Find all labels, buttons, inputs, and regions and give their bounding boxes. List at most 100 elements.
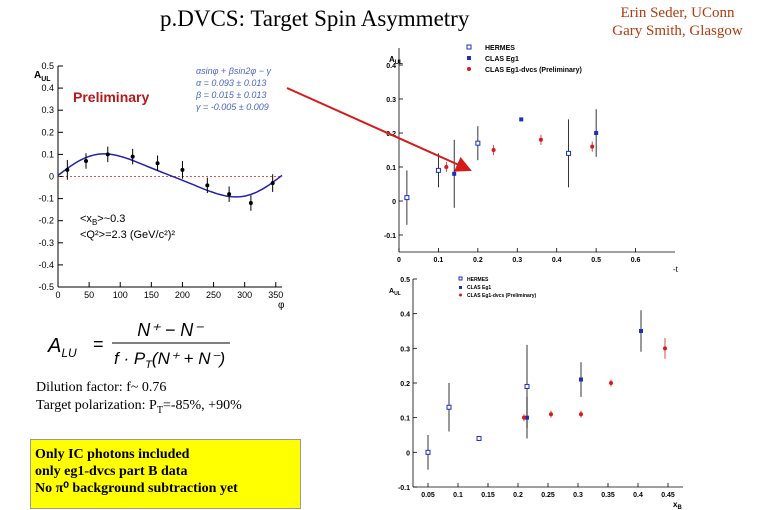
xb-plot-clas-point bbox=[579, 377, 583, 382]
kinematics-xb: <xB>~0.3 bbox=[80, 213, 125, 227]
formula-denominator: f · PT(N⁺ + N⁻) bbox=[114, 349, 225, 371]
xb-plot-clas-point bbox=[639, 329, 643, 333]
xb-plot-x-tick-label: 0.4 bbox=[633, 492, 643, 499]
t-plot-x-tick-label: 0.5 bbox=[591, 257, 601, 264]
t-plot-y-tick-label: 0.2 bbox=[386, 131, 396, 138]
xb-plot-y-tick-label: 0.4 bbox=[400, 312, 410, 319]
note-line: Only IC photons included bbox=[35, 447, 190, 462]
fit-y-tick-label: 0.5 bbox=[41, 61, 54, 71]
t-plot-clas-point bbox=[519, 117, 524, 122]
fit-parameters: αsinφ + βsin2φ − γ α = 0.093 ± 0.013 β =… bbox=[195, 66, 272, 112]
t-plot-x-tick-label: 0 bbox=[397, 257, 401, 264]
t-plot-x-tick-label: 0.2 bbox=[473, 257, 483, 264]
fit-data-point bbox=[248, 201, 253, 206]
t-plot-dvcs-point bbox=[491, 148, 496, 152]
fit-data-point bbox=[270, 181, 275, 186]
xb-plot-legend: HERMES CLAS Eg1 CLAS Eg1-dvcs (Prelimina… bbox=[458, 276, 537, 299]
t-plot-hermes-point bbox=[435, 167, 441, 173]
phi-fit-plot: -0.5 -0.4 -0.3 -0.2 -0.1 0 0.1 0.2 0.3 0.4 0.5 0 50 1… bbox=[34, 61, 285, 311]
fit-data-point bbox=[227, 192, 232, 197]
t-plot-hermes-point bbox=[475, 140, 481, 146]
xb-plot-clas-point bbox=[525, 415, 529, 420]
fit-x-tick-label: 0 bbox=[55, 290, 60, 300]
xb-plot-y-tick-label: 0.2 bbox=[400, 381, 410, 388]
t-plot-axes: -0.1 0 0.1 0.2 0.3 0.4 0 0.1 0.2 0.3 0.4 0.5 0.6 bbox=[384, 48, 675, 264]
t-plot-dvcs-point bbox=[590, 144, 595, 149]
xb-dependence-plot: -0.1 0 0.1 0.2 0.3 0.4 0.5 0.05 0.1 0.15 0.2 0.25 0.… bbox=[389, 276, 683, 510]
formula-numerator: N⁺ − N⁻ bbox=[137, 320, 204, 340]
fit-x-tick-label: 100 bbox=[113, 290, 128, 300]
t-plot-clas-point bbox=[452, 171, 457, 176]
xb-plot-y-tick-label: 0.3 bbox=[400, 346, 410, 353]
fit-y-tick-label: -0.4 bbox=[38, 260, 54, 270]
xb-plot-x-tick-label: 0.2 bbox=[513, 492, 523, 499]
fit-gamma: γ = -0.005 ± 0.009 bbox=[196, 102, 269, 112]
fit-y-tick-label: 0.2 bbox=[41, 127, 54, 137]
t-plot-x-tick-label: 0.3 bbox=[512, 257, 522, 264]
xb-plot-x-tick-label: 0.25 bbox=[541, 492, 555, 499]
t-plot-dvcs-point bbox=[444, 165, 449, 169]
xb-plot-y-tick-label: 0.5 bbox=[400, 277, 410, 284]
preliminary-label: Preliminary bbox=[73, 89, 149, 105]
dilution-factor: Dilution factor: f~ 0.76 bbox=[36, 380, 167, 395]
note-line: No π⁰ background subtraction yet bbox=[35, 481, 238, 496]
fit-alpha: α = 0.093 ± 0.013 bbox=[196, 78, 266, 88]
fit-data-point bbox=[180, 167, 185, 172]
t-plot-legend: HERMES CLAS Eg1 CLAS Eg1-dvcs (Prelimina… bbox=[466, 44, 582, 74]
t-plot-y-tick-label: 0.1 bbox=[386, 165, 396, 172]
fit-y-tick-label: 0.4 bbox=[41, 83, 54, 93]
fit-data-point bbox=[105, 152, 110, 157]
fit-data-point bbox=[155, 161, 160, 166]
xb-plot-x-tick-label: 0.1 bbox=[453, 492, 463, 499]
formula-equals: = bbox=[93, 334, 104, 354]
t-plot-dvcs-point bbox=[538, 137, 543, 142]
fit-plot-ylabel: AUL bbox=[34, 70, 51, 83]
xb-plot-dvcs-point bbox=[609, 381, 613, 385]
t-plot-y-tick-label: 0.3 bbox=[386, 97, 396, 104]
fit-beta: β = 0.015 ± 0.013 bbox=[195, 90, 266, 100]
asymmetry-formula: ALU = N⁺ − N⁻ f · PT(N⁺ + N⁻) bbox=[47, 320, 230, 371]
xb-plot-ylabel: AUL bbox=[389, 288, 401, 297]
xb-plot-x-tick-label: 0.15 bbox=[481, 492, 495, 499]
fit-curve bbox=[57, 153, 283, 198]
fit-x-tick-label: 50 bbox=[84, 290, 94, 300]
xb-plot-x-tick-label: 0.45 bbox=[661, 492, 675, 499]
t-plot-y-tick-label: -0.1 bbox=[384, 233, 396, 240]
fit-y-tick-label: -0.5 bbox=[38, 282, 54, 292]
xb-plot-dvcs-point bbox=[579, 412, 583, 417]
fit-x-tick-label: 150 bbox=[144, 290, 159, 300]
xb-plot-xlabel: xB bbox=[673, 500, 682, 510]
fit-data-point bbox=[65, 167, 70, 172]
fit-y-tick-label: 0.3 bbox=[41, 105, 54, 115]
note-line: only eg1-dvcs part B data bbox=[35, 464, 188, 479]
legend-clas-dvcs: CLAS Eg1-dvcs (Preliminary) bbox=[485, 67, 582, 74]
xb-plot-hermes-point bbox=[476, 435, 482, 441]
xb-plot-hermes-point bbox=[425, 449, 431, 455]
t-plot-y-tick-label: 0.4 bbox=[386, 63, 396, 70]
legend-clas-dvcs: CLAS Eg1-dvcs (Preliminary) bbox=[467, 293, 537, 299]
xb-plot-dvcs-point bbox=[522, 415, 526, 420]
t-plot-x-tick-label: 0.6 bbox=[631, 257, 641, 264]
t-plot-y-tick-label: 0 bbox=[392, 199, 396, 206]
t-plot-x-tick-label: 0.1 bbox=[434, 257, 444, 264]
fit-plot-axes: -0.5 -0.4 -0.3 -0.2 -0.1 0 0.1 0.2 0.3 0.4 0.5 0 50 1… bbox=[38, 61, 283, 300]
legend-hermes: HERMES bbox=[485, 45, 515, 52]
fit-data-point bbox=[130, 154, 135, 159]
t-plot-xlabel: -t bbox=[673, 265, 679, 274]
analysis-notes-box: Only IC photons included only eg1-dvcs p… bbox=[30, 439, 301, 509]
t-plot-hermes-point bbox=[566, 150, 572, 156]
fit-y-tick-label: -0.3 bbox=[38, 238, 54, 248]
xb-plot-hermes-point bbox=[524, 383, 530, 389]
xb-plot-x-tick-label: 0.3 bbox=[573, 492, 583, 499]
fit-x-tick-label: 250 bbox=[206, 290, 221, 300]
t-plot-ylabel: AUL bbox=[389, 55, 403, 66]
xb-plot-dvcs-point bbox=[663, 346, 667, 351]
legend-clas-eg1: CLAS Eg1 bbox=[485, 56, 519, 63]
t-plot-clas-point bbox=[594, 131, 599, 135]
xb-plot-y-tick-label: -0.1 bbox=[398, 485, 410, 492]
xb-plot-hermes-point bbox=[446, 404, 452, 410]
author-line: Erin Seder, UConn bbox=[620, 5, 735, 21]
fit-y-tick-label: 0 bbox=[49, 172, 54, 182]
fit-y-tick-label: -0.2 bbox=[38, 216, 54, 226]
xb-plot-y-tick-label: 0 bbox=[406, 450, 410, 457]
